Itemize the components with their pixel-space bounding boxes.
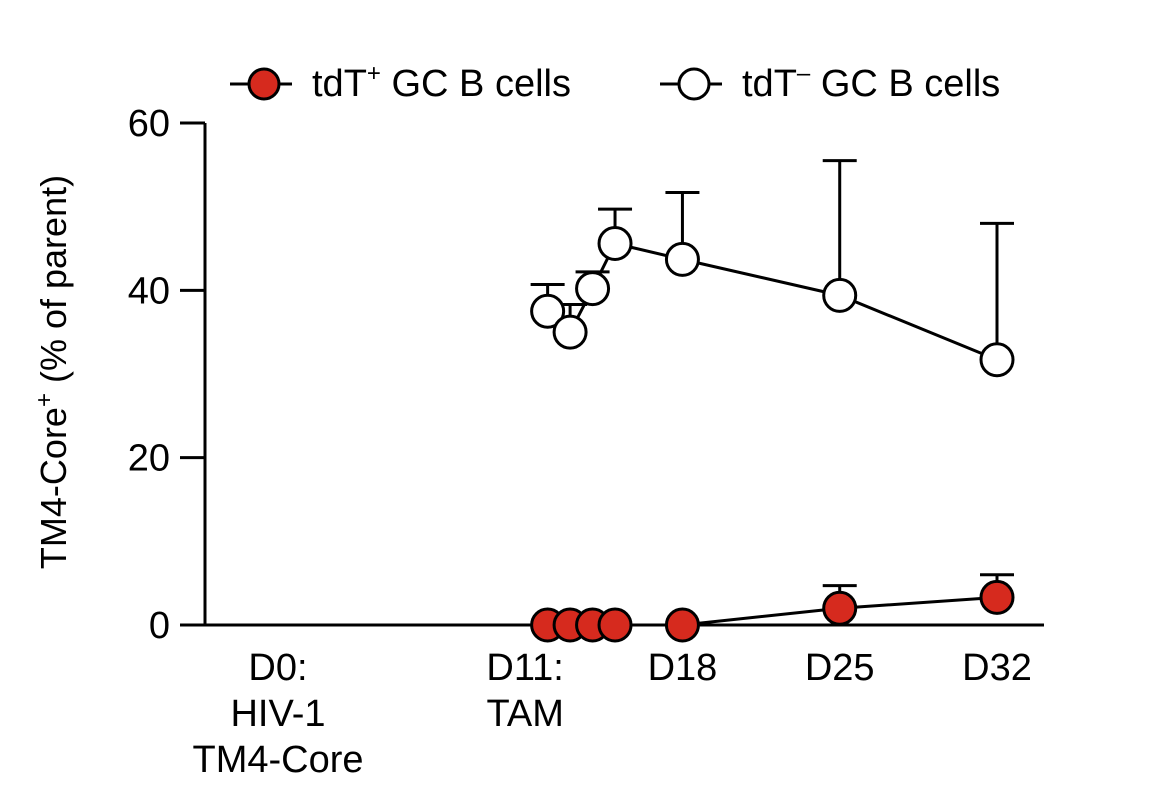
x-tick-label-line: TM4-Core [192, 739, 363, 781]
data-point [822, 277, 858, 313]
x-tick-label: D25 [805, 647, 875, 689]
data-point [597, 607, 633, 643]
x-tick-label-line: HIV-1 [230, 693, 325, 735]
data-point [664, 241, 700, 277]
x-tick-label: D11: TAM [486, 647, 563, 735]
data-point [664, 607, 700, 643]
data-point [530, 293, 566, 329]
y-axis-label: TM4-Core+ (% of parent) [31, 175, 74, 569]
x-tick-label-line: TAM [486, 693, 563, 735]
legend-marker-tdt-negative [677, 67, 711, 101]
series-tdt-positive [530, 573, 1015, 643]
data-point [575, 271, 611, 307]
legend-label-tdt-positive: tdT+ GC B cells [312, 60, 571, 105]
legend-item-tdt-negative: tdT– GC B cells [660, 60, 1000, 105]
y-ticks: 0 20 40 60 [128, 103, 205, 647]
data-point [979, 342, 1015, 378]
x-tick-label: D0: HIV-1 TM4-Core [192, 647, 363, 781]
y-tick-label: 20 [128, 438, 170, 480]
x-tick-label-line: D32 [962, 647, 1032, 689]
y-tick-label: 40 [128, 270, 170, 312]
x-tick-label: D18 [648, 647, 718, 689]
data-point [979, 579, 1015, 615]
legend-label-tdt-negative: tdT– GC B cells [742, 60, 1000, 105]
series-layer [530, 159, 1015, 643]
series-tdt-negative [530, 159, 1015, 378]
y-tick-label: 60 [128, 103, 170, 145]
x-tick-label-line: D11: [486, 647, 563, 689]
legend: tdT+ GC B cells tdT– GC B cells [230, 60, 1000, 105]
x-tick-label-line: D18 [648, 647, 718, 689]
x-tick-label: D32 [962, 647, 1032, 689]
x-ticks: D0: HIV-1 TM4-Core D11: TAM D18 D25 D32 [192, 647, 1031, 781]
data-point [822, 590, 858, 626]
x-tick-label-line: D0: [248, 647, 307, 689]
data-point [597, 225, 633, 261]
legend-marker-tdt-positive [247, 67, 281, 101]
legend-item-tdt-positive: tdT+ GC B cells [230, 60, 571, 105]
y-tick-label: 0 [149, 605, 170, 647]
x-tick-label-line: D25 [805, 647, 875, 689]
data-point [552, 314, 588, 350]
